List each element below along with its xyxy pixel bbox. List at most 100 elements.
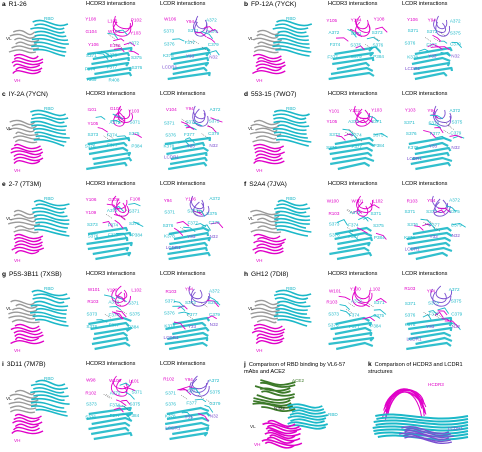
rbd-ribbon bbox=[274, 23, 309, 30]
residue-label: C379 bbox=[209, 401, 220, 406]
sidechain bbox=[338, 295, 351, 301]
hcdr3-loop bbox=[356, 108, 370, 123]
residue-label: Y103 bbox=[371, 107, 382, 112]
heavy-chain-ribbon bbox=[12, 63, 41, 69]
residue-label: S373 bbox=[187, 388, 198, 393]
rbd-ribbon bbox=[276, 304, 308, 312]
rbd-ribbon bbox=[30, 27, 65, 34]
rbd-ribbon bbox=[34, 131, 70, 139]
sidechain bbox=[451, 41, 463, 49]
residue-label: A372 bbox=[209, 289, 220, 294]
hydrogen-bond bbox=[107, 134, 114, 139]
residue-label: F377 bbox=[187, 312, 198, 317]
residue-label: S371 bbox=[404, 209, 415, 214]
rbd-strand bbox=[86, 236, 129, 246]
rbd-ribbon bbox=[276, 203, 311, 210]
rbd-ribbon bbox=[375, 422, 469, 429]
sidechain bbox=[109, 306, 122, 311]
residue-label: S375 bbox=[373, 313, 384, 318]
residue-label: P384 bbox=[370, 324, 381, 329]
residue-label: Y33 bbox=[429, 144, 438, 149]
heavy-chain-ribbon bbox=[252, 69, 286, 75]
sidechain bbox=[369, 204, 380, 209]
panel-label: h GH12 (7DI8) bbox=[244, 271, 288, 278]
residue-label: Y103 bbox=[130, 31, 141, 36]
hcdr3-loop bbox=[111, 288, 126, 303]
rbd-ribbon bbox=[277, 199, 308, 207]
rbd-strand bbox=[172, 326, 210, 336]
lcdr-interactions-title: LCDR interactions bbox=[160, 91, 206, 97]
panel-label: b FP-12A (7YCK) bbox=[244, 1, 296, 8]
panel-title: Comparison of HCDR3 and LCDR1 structures bbox=[368, 362, 463, 375]
hydrogen-bond bbox=[103, 135, 110, 141]
lcdr-loop bbox=[191, 378, 207, 393]
rbd-strand bbox=[410, 241, 451, 251]
heavy-chain-ribbon bbox=[10, 147, 43, 153]
residue-label: L102 bbox=[131, 288, 142, 293]
rbd-strand bbox=[168, 241, 209, 251]
rbd-strand bbox=[94, 231, 132, 241]
residue-label: F377 bbox=[429, 223, 440, 228]
rbd-strand bbox=[332, 151, 373, 161]
lcdr1-trace bbox=[402, 433, 452, 443]
sidechain bbox=[195, 32, 207, 38]
sidechain bbox=[113, 38, 125, 42]
rbd-ribbon bbox=[289, 412, 329, 418]
sidechain bbox=[336, 219, 349, 226]
residue-label: S373 bbox=[185, 120, 196, 125]
residue-label: A372 bbox=[209, 378, 220, 383]
residue-label: Y100 bbox=[350, 286, 361, 291]
rbd-strand bbox=[337, 241, 371, 251]
residue-label: S375 bbox=[350, 43, 361, 48]
sidechain bbox=[444, 320, 459, 328]
hydrogen-bond bbox=[105, 394, 113, 399]
residue-label: P384 bbox=[128, 413, 139, 418]
l: Y94 Y106 A372 S371 S373 S375 S376 F377 C379 K378 Y… bbox=[163, 195, 224, 261]
rbd-ribbon bbox=[291, 409, 326, 415]
rbd-strand bbox=[170, 51, 210, 61]
residue-label: Y105 bbox=[88, 121, 99, 126]
panel-letter: i bbox=[2, 361, 4, 368]
vl-label: VL bbox=[248, 216, 254, 221]
residue-label: A372 bbox=[209, 196, 220, 201]
sidechain bbox=[102, 221, 113, 228]
rbd-strand bbox=[168, 251, 211, 261]
sidechain bbox=[181, 411, 193, 419]
residue-label: W100 bbox=[109, 378, 121, 383]
sidechain bbox=[115, 294, 126, 303]
panel-letter: h bbox=[244, 271, 249, 278]
rbd-ribbon bbox=[31, 289, 68, 297]
sidechain bbox=[95, 116, 106, 120]
residue-label: K378 bbox=[163, 143, 174, 148]
rbd-label: RBD bbox=[286, 196, 296, 201]
light-chain-ribbon bbox=[253, 49, 279, 54]
rbd-ribbon bbox=[35, 203, 67, 210]
heavy-chain-ribbon bbox=[254, 249, 284, 255]
lcdr1-label: LCDR1 bbox=[448, 426, 464, 431]
overview-structure: RBD VL VH bbox=[248, 286, 312, 353]
panel-label: a R1-26 bbox=[2, 1, 27, 8]
hydrogen-bond bbox=[426, 219, 433, 224]
rbd-ribbon bbox=[31, 45, 67, 53]
residue-label: Y94 bbox=[427, 198, 436, 203]
residue-label: A372 bbox=[450, 108, 461, 113]
residue-label: S376 bbox=[164, 311, 175, 316]
residue-label: S376 bbox=[406, 131, 417, 136]
ace2-ribbon bbox=[253, 397, 291, 404]
light-chain-ribbon bbox=[249, 131, 282, 136]
hcdr3-label: HCDR3 bbox=[428, 382, 444, 387]
overview-structure: RBD VL VH bbox=[248, 196, 312, 263]
sidechain bbox=[184, 137, 195, 144]
rbd-strand bbox=[87, 226, 129, 236]
residue-label: Y100 bbox=[107, 288, 118, 293]
rbd-ribbon bbox=[30, 117, 65, 124]
rbd-ribbon bbox=[272, 45, 312, 53]
hcdr3-interactions-title: HCDR3 interactions bbox=[86, 1, 136, 7]
lcdr1-trace bbox=[401, 425, 450, 435]
residue-label: F374 bbox=[108, 223, 119, 228]
sidechain bbox=[342, 128, 354, 135]
sidechain bbox=[437, 207, 451, 213]
residue-label: S375 bbox=[208, 300, 219, 305]
residue-label: S373 bbox=[428, 120, 439, 125]
sidechain bbox=[209, 296, 221, 306]
